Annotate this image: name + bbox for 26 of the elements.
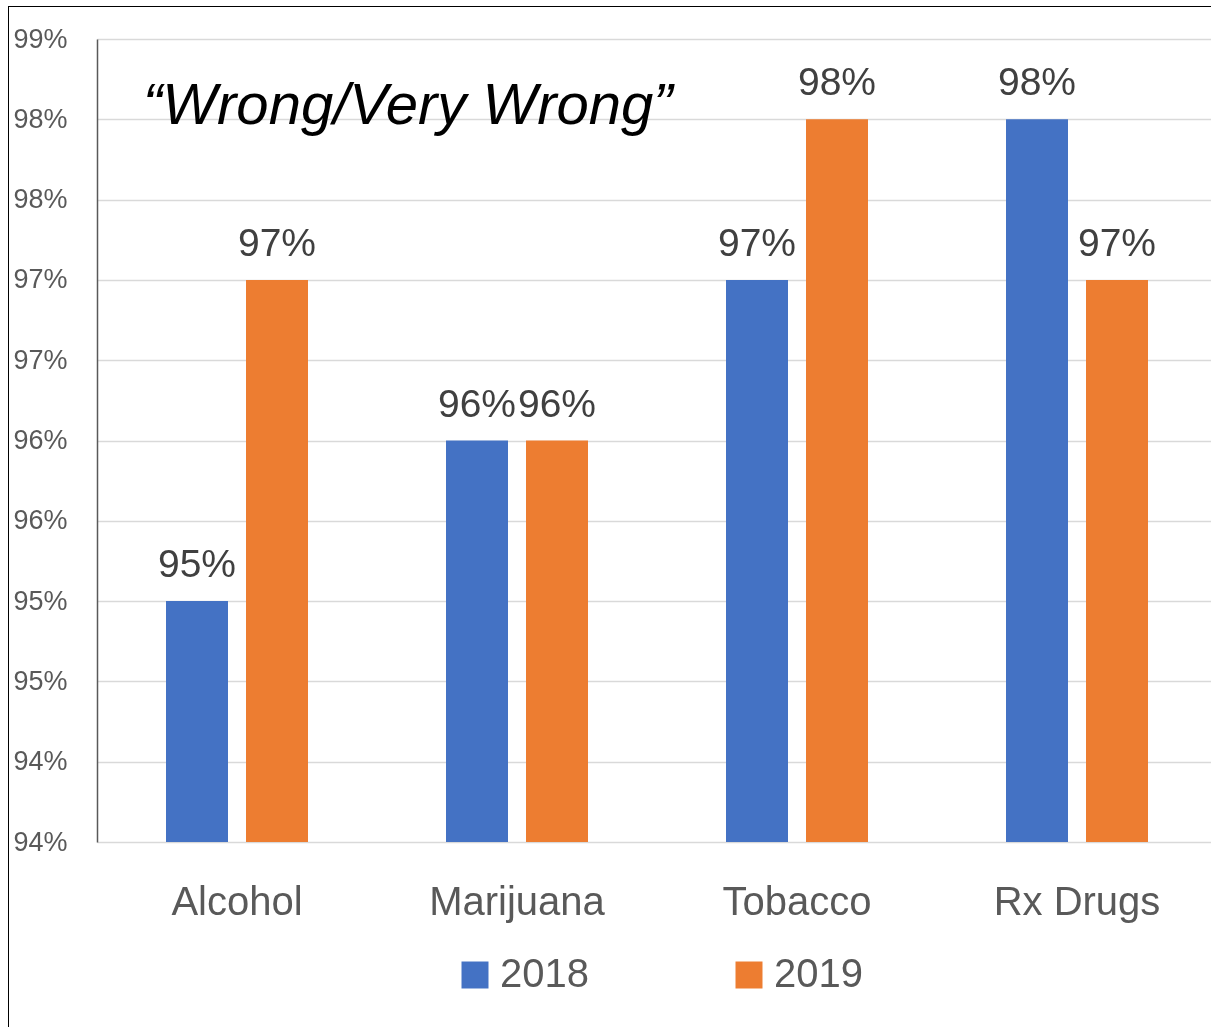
- y-tick-label: 99%: [13, 23, 68, 54]
- x-tick-label: Rx Drugs: [993, 878, 1161, 923]
- data-label: 97%: [717, 220, 797, 264]
- data-label: 96%: [517, 381, 597, 425]
- data-label: 96%: [437, 381, 517, 425]
- y-tick-label: 95%: [13, 585, 68, 616]
- data-label: 97%: [237, 220, 317, 264]
- y-tick-label: 97%: [13, 264, 68, 295]
- x-tick-label: Tobacco: [722, 878, 872, 923]
- data-label: 95%: [157, 542, 237, 586]
- y-tick-label: 94%: [13, 826, 68, 857]
- x-tick-label: Alcohol: [171, 878, 303, 923]
- legend-label: 2019: [774, 951, 863, 995]
- x-tick-label: Marijuana: [429, 878, 606, 923]
- data-label: 97%: [1077, 220, 1157, 264]
- y-tick-label: 95%: [13, 665, 68, 696]
- text: “Wrong/Very Wrong”: [143, 71, 676, 136]
- y-tick-label: 96%: [13, 425, 68, 455]
- y-tick-label: 98%: [13, 103, 68, 134]
- y-tick-label: 97%: [13, 344, 68, 375]
- y-tick-label: 96%: [13, 505, 68, 536]
- y-tick-label: 98%: [13, 184, 68, 215]
- y-tick-label: 94%: [13, 746, 68, 777]
- legend-label: 2018: [500, 951, 589, 995]
- data-label: 98%: [997, 60, 1077, 104]
- data-label: 98%: [797, 60, 877, 104]
